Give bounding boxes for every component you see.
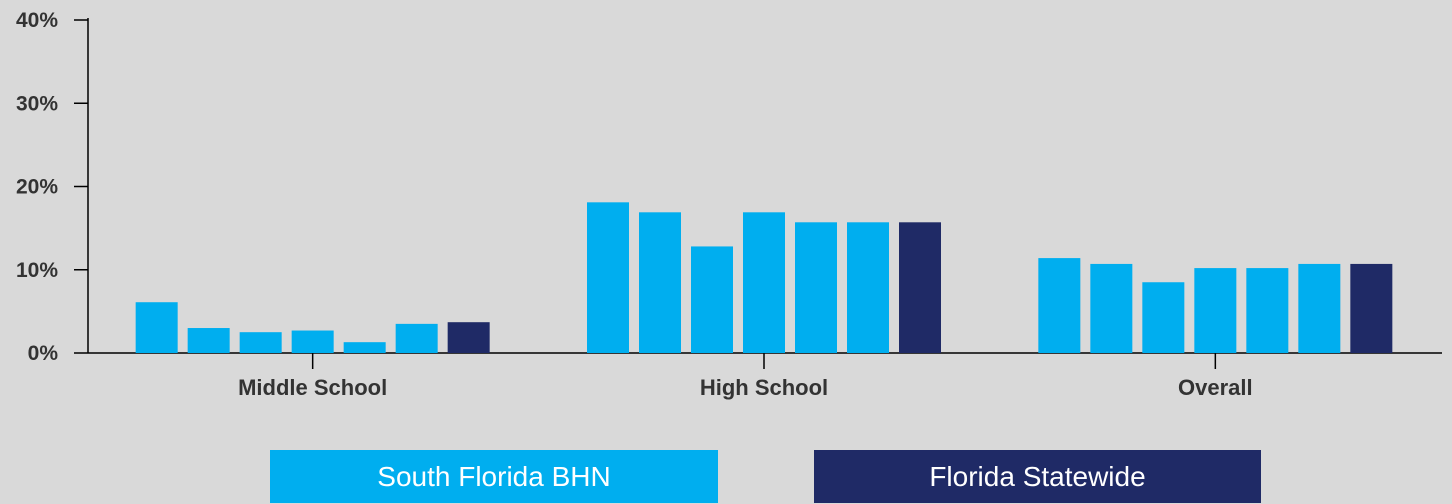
bar-high-school-1 <box>587 202 629 353</box>
bar-overall-6 <box>1298 263 1341 353</box>
bar-high-school-4 <box>743 212 785 353</box>
bar-high-school-3 <box>691 246 733 353</box>
y-tick-label: 40% <box>16 9 58 32</box>
x-category-label: Middle School <box>238 375 387 400</box>
bar-overall-3 <box>1142 282 1185 353</box>
bar-middle-school-3 <box>239 332 282 353</box>
legend-item-florida-statewide: Florida Statewide <box>814 450 1261 503</box>
bar-middle-school-2 <box>187 328 230 353</box>
x-category-label: High School <box>700 375 828 400</box>
bar-middle-school-1 <box>135 302 178 353</box>
bar-high-school-5 <box>795 222 837 353</box>
bar-high-school-7 <box>899 222 941 353</box>
bar-middle-school-4 <box>291 330 334 353</box>
bar-middle-school-6 <box>395 323 438 353</box>
bar-high-school-6 <box>847 222 889 353</box>
y-tick-label: 20% <box>16 176 58 199</box>
legend-label-south-florida-bhn: South Florida BHN <box>377 460 611 492</box>
bar-overall-4 <box>1194 268 1237 353</box>
bar-middle-school-7 <box>447 322 490 353</box>
legend-item-south-florida-bhn: South Florida BHN <box>270 450 718 503</box>
bar-high-school-2 <box>639 212 681 353</box>
bar-middle-school-5 <box>343 342 386 353</box>
legend-label-florida-statewide: Florida Statewide <box>929 460 1146 492</box>
bar-chart: 0% 10% 20% 30% 40% Middle School High School Ov… <box>16 9 1442 400</box>
y-tick-label: 0% <box>28 342 59 365</box>
bar-overall-2 <box>1090 263 1133 353</box>
bar-overall-7 <box>1350 263 1393 353</box>
y-tick-label: 30% <box>16 92 58 115</box>
x-category-label: Overall <box>1178 375 1253 400</box>
bar-overall-1 <box>1038 258 1081 353</box>
y-tick-label: 10% <box>16 259 58 282</box>
bar-overall-5 <box>1246 268 1289 353</box>
